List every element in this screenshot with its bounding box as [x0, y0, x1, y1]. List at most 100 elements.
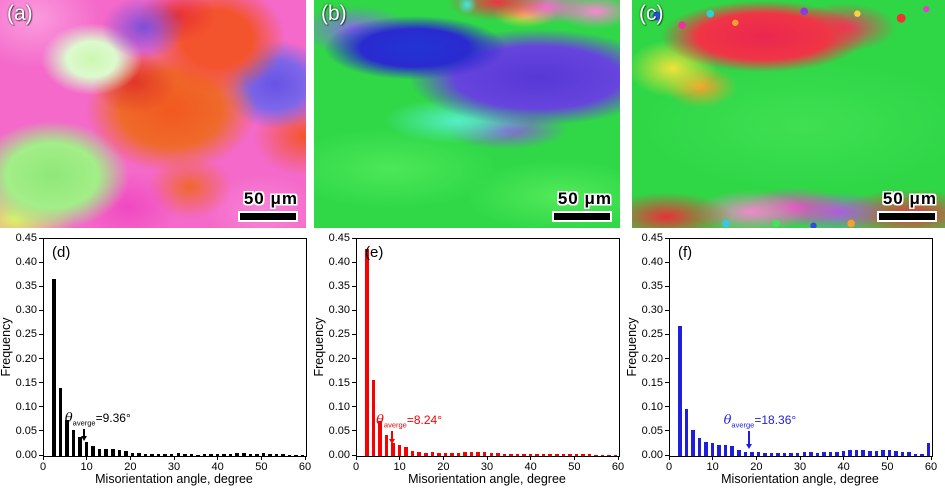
histogram-bar — [489, 452, 494, 456]
histogram-bar — [874, 451, 879, 456]
y-axis-tick — [39, 430, 43, 432]
plot-area — [43, 238, 307, 457]
x-tick-label: 20 — [124, 461, 137, 473]
histogram-bar — [52, 278, 56, 456]
x-tick-label: 10 — [80, 461, 93, 473]
x-tick-label: 50 — [255, 461, 268, 473]
histogram-bar — [704, 441, 708, 456]
histogram-bar — [469, 451, 474, 456]
histogram-bar — [528, 453, 533, 456]
y-axis-tick — [352, 261, 356, 263]
histogram-bar — [782, 452, 787, 456]
y-tick-label: 0.30 — [641, 304, 663, 317]
x-axis-tick — [173, 456, 175, 460]
histogram-bar — [568, 453, 572, 456]
theta-subscript: averge — [72, 418, 96, 428]
y-tick-label: 0.40 — [328, 256, 350, 269]
histogram-bar — [104, 448, 108, 456]
histogram-bar — [717, 444, 721, 456]
histogram-bar — [137, 453, 141, 456]
histogram-bar — [750, 452, 754, 456]
panel-label-e: (e) — [365, 244, 384, 261]
x-tick-label: 30 — [480, 461, 494, 473]
x-tick-label: 10 — [393, 461, 406, 473]
y-axis-tick — [39, 285, 43, 287]
scale-bar-text-c: 50 μm — [882, 189, 937, 208]
histogram-bar — [437, 452, 441, 456]
histogram-bar — [294, 454, 298, 456]
histogram-bar — [169, 453, 174, 456]
histogram-bar — [822, 452, 826, 456]
x-axis-tick — [42, 456, 44, 460]
histogram-bar — [691, 430, 695, 456]
histogram-bar — [881, 450, 885, 456]
y-tick-label: 0.25 — [15, 328, 37, 341]
y-tick-label: 0.40 — [641, 256, 663, 269]
panel-label-c: (c) — [639, 2, 664, 25]
histogram-bar — [730, 446, 734, 456]
y-axis-tick — [352, 454, 356, 456]
histogram-bar — [868, 450, 872, 456]
histogram-bar — [130, 452, 135, 456]
y-axis-tick — [665, 454, 669, 456]
histogram-bar — [482, 452, 487, 456]
y-tick-label: 0.35 — [328, 280, 350, 293]
x-axis-tick — [712, 456, 714, 460]
y-tick-label: 0.25 — [328, 328, 350, 341]
histogram-bar — [117, 449, 122, 456]
y-tick-label: 0.15 — [328, 376, 350, 389]
x-axis-tick — [530, 456, 532, 460]
histogram-bar — [124, 451, 128, 456]
plot-area — [356, 238, 620, 457]
histogram-bar — [378, 420, 382, 456]
average-angle-arrow — [391, 430, 393, 441]
histogram-bar — [496, 453, 500, 456]
histogram-panel-e: (e) Misorientation angle, degree Frequen… — [312, 232, 626, 490]
x-tick-label: 60 — [298, 461, 312, 473]
y-tick-label: 0.30 — [328, 304, 350, 317]
y-axis-tick — [39, 358, 43, 360]
histogram-bar — [737, 450, 741, 456]
histogram-bar — [281, 454, 285, 456]
histogram-bar — [189, 454, 194, 456]
histogram-bar — [769, 452, 774, 456]
y-tick-label: 0.20 — [15, 352, 37, 365]
y-tick-label: 0.00 — [328, 449, 350, 461]
histogram-bar — [756, 452, 761, 456]
x-axis-tick — [617, 456, 619, 460]
ebsd-map-a: (a) 50 μm — [0, 0, 306, 228]
y-axis-tick — [39, 333, 43, 335]
histogram-bar — [809, 452, 813, 456]
y-axis-tick — [665, 285, 669, 287]
histogram-bar — [920, 454, 924, 456]
y-axis-label: Frequency — [312, 317, 326, 377]
y-axis-tick — [39, 237, 43, 239]
histogram-bar — [815, 452, 820, 456]
x-tick-label: 30 — [793, 461, 807, 473]
x-axis-tick — [399, 456, 401, 460]
histogram-bar — [828, 452, 833, 456]
y-tick-label: 0.15 — [641, 376, 663, 389]
y-axis-tick — [665, 406, 669, 408]
y-axis-tick — [665, 382, 669, 384]
x-axis-tick — [486, 456, 488, 460]
histogram-bar — [710, 443, 715, 456]
histogram-bar — [607, 455, 611, 456]
histogram-bar — [196, 454, 200, 456]
histogram-bar — [541, 453, 546, 456]
y-axis-tick — [352, 430, 356, 432]
panel-label-a: (a) — [7, 2, 33, 25]
x-axis-label: Misorientation angle, degree — [721, 472, 879, 486]
histogram-bar — [202, 454, 207, 456]
histogram-panel-f: (f) Misorientation angle, degree Frequen… — [625, 232, 945, 490]
x-tick-label: 50 — [881, 461, 894, 473]
histogram-bar — [209, 454, 213, 456]
histogram-bar — [248, 453, 253, 456]
y-tick-label: 0.45 — [641, 232, 663, 244]
scale-bar-group-c: 50 μm — [877, 189, 937, 222]
x-tick-label: 0 — [665, 461, 673, 473]
histogram-bar — [555, 454, 559, 456]
histogram-bar — [926, 443, 931, 456]
histogram-bar — [789, 453, 793, 456]
y-tick-label: 0.35 — [15, 280, 37, 293]
